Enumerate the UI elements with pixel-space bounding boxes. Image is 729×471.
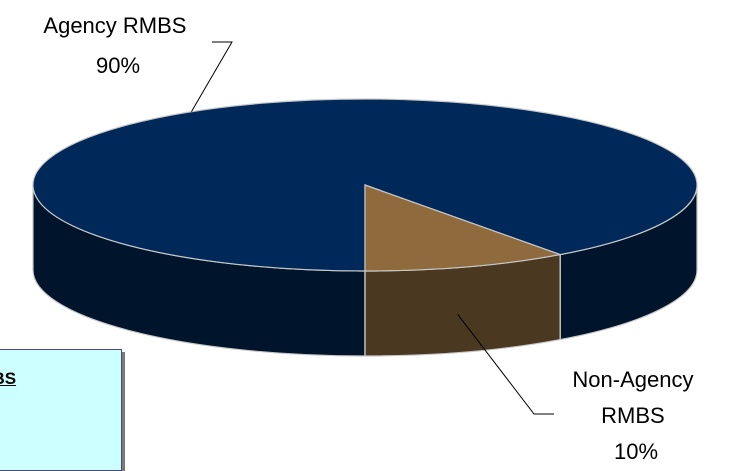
data-label-non-agency-line-2: RMBS (601, 403, 665, 428)
data-label-non-agency-rmbs: Non-Agency RMBS 10% (572, 367, 699, 464)
data-label-agency-line-2: 90% (96, 53, 140, 78)
legend-panel-text: RMBS (0, 369, 17, 388)
legend-panel: RMBS (0, 349, 122, 471)
leader-line-non-agency (457, 314, 554, 415)
data-label-non-agency-line-1: Non-Agency (572, 367, 693, 392)
pie-slice-non-agency-rmbs (364, 184, 563, 272)
leader-lines (191, 41, 554, 415)
data-label-agency-rmbs: Agency RMBS 90% (43, 13, 192, 78)
data-label-agency-line-1: Agency RMBS (43, 13, 186, 38)
pie-top (32, 98, 698, 272)
leader-line-agency (191, 41, 233, 112)
data-label-non-agency-line-3: 10% (614, 439, 658, 464)
